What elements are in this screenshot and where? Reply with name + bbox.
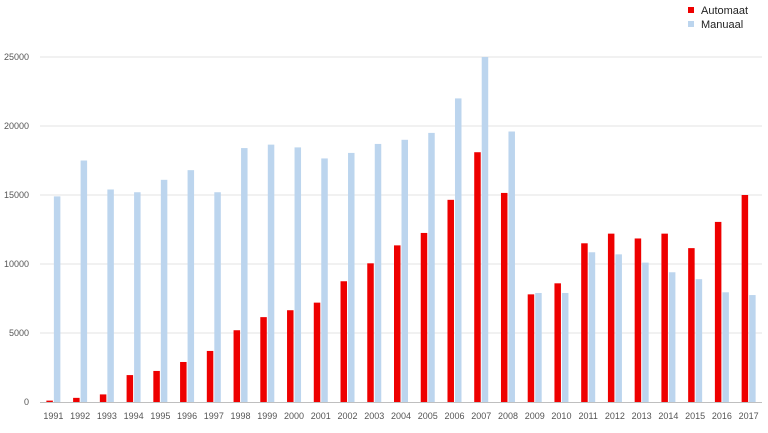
bar-automaat-2002 bbox=[340, 281, 348, 402]
gridlines bbox=[40, 56, 762, 334]
bar-manuaal-1996 bbox=[187, 170, 195, 402]
y-tick-label-20000: 20000 bbox=[4, 121, 29, 131]
x-tick-label-2016: 2016 bbox=[712, 411, 732, 421]
bar-manuaal-1998 bbox=[241, 148, 248, 402]
x-tick-label-2009: 2009 bbox=[525, 411, 545, 421]
bars bbox=[46, 57, 756, 403]
bar-manuaal-2007 bbox=[481, 57, 489, 402]
bar-automaat-2009 bbox=[527, 294, 535, 402]
legend-swatch-manuaal bbox=[688, 21, 694, 27]
bar-manuaal-2010 bbox=[561, 292, 569, 402]
bar-automaat-2010 bbox=[554, 283, 561, 402]
x-tick-label-2002: 2002 bbox=[338, 411, 358, 421]
x-tick-label-2012: 2012 bbox=[605, 411, 625, 421]
x-tick-label-2007: 2007 bbox=[471, 411, 491, 421]
bar-automaat-2004 bbox=[394, 245, 401, 402]
bar-manuaal-2001 bbox=[321, 158, 328, 402]
y-tick-label-0: 0 bbox=[24, 397, 29, 407]
bar-manuaal-2011 bbox=[588, 252, 596, 402]
bar-manuaal-2002 bbox=[348, 152, 355, 402]
legend-label-automaat: Automaat bbox=[701, 5, 748, 17]
bar-automaat-2017 bbox=[741, 195, 749, 402]
bar-manuaal-2016 bbox=[722, 292, 729, 402]
bar-automaat-2006 bbox=[447, 199, 454, 402]
x-tick-label-2005: 2005 bbox=[418, 411, 438, 421]
bar-automaat-1992 bbox=[73, 397, 80, 402]
bar-automaat-2014 bbox=[661, 233, 668, 402]
bar-automaat-1991 bbox=[46, 400, 53, 402]
bar-manuaal-2009 bbox=[535, 292, 542, 402]
x-tick-label-2000: 2000 bbox=[284, 411, 304, 421]
legend: Automaat Manuaal bbox=[688, 5, 748, 31]
bar-automaat-2000 bbox=[287, 310, 294, 402]
bar-automaat-2013 bbox=[634, 238, 642, 402]
bar-automaat-2011 bbox=[581, 243, 588, 402]
x-tick-label-2004: 2004 bbox=[391, 411, 411, 421]
bar-manuaal-2014 bbox=[668, 272, 676, 402]
bar-automaat-1996 bbox=[180, 361, 187, 402]
bar-automaat-2008 bbox=[500, 192, 508, 402]
x-tick-label-2001: 2001 bbox=[311, 411, 331, 421]
bar-automaat-1993 bbox=[99, 394, 107, 402]
y-tick-label-5000: 5000 bbox=[9, 328, 29, 338]
bar-manuaal-1993 bbox=[107, 189, 114, 402]
x-tick-label-2013: 2013 bbox=[632, 411, 652, 421]
bar-automaat-1999 bbox=[260, 317, 267, 402]
x-tick-label-2010: 2010 bbox=[551, 411, 571, 421]
bar-automaat-1998 bbox=[233, 330, 241, 402]
legend-label-manuaal: Manuaal bbox=[701, 19, 743, 31]
x-tick-label-2008: 2008 bbox=[498, 411, 518, 421]
bar-manuaal-2013 bbox=[642, 262, 649, 402]
x-tick-label-1997: 1997 bbox=[204, 411, 224, 421]
x-tick-label-1993: 1993 bbox=[97, 411, 117, 421]
bar-manuaal-1994 bbox=[134, 192, 141, 402]
bar-manuaal-2006 bbox=[454, 98, 462, 403]
bar-automaat-2016 bbox=[714, 221, 722, 402]
bar-manuaal-1991 bbox=[53, 196, 61, 402]
bar-automaat-2001 bbox=[313, 302, 321, 402]
x-tick-label-2017: 2017 bbox=[739, 411, 759, 421]
x-tick-label-2003: 2003 bbox=[364, 411, 384, 421]
bar-manuaal-1997 bbox=[214, 192, 221, 402]
y-tick-label-10000: 10000 bbox=[4, 259, 29, 269]
bar-manuaal-2000 bbox=[294, 147, 302, 402]
x-tick-label-1999: 1999 bbox=[257, 411, 277, 421]
x-tick-label-1994: 1994 bbox=[124, 411, 144, 421]
bar-manuaal-1995 bbox=[160, 179, 168, 402]
x-tick-label-2011: 2011 bbox=[579, 411, 598, 421]
bar-manuaal-2017 bbox=[749, 295, 756, 402]
bar-manuaal-1999 bbox=[267, 144, 275, 402]
bar-manuaal-2008 bbox=[508, 131, 515, 402]
x-axis-ticks: 1991 1992 1993 1994 1995 1996 1997 1998 1999 2000… bbox=[43, 411, 758, 421]
bar-manuaal-2012 bbox=[615, 254, 622, 402]
bar-automaat-1994 bbox=[126, 375, 134, 402]
x-tick-label-1992: 1992 bbox=[70, 411, 90, 421]
bar-automaat-2005 bbox=[420, 232, 428, 402]
x-tick-label-1998: 1998 bbox=[231, 411, 251, 421]
x-tick-label-1996: 1996 bbox=[177, 411, 197, 421]
bar-automaat-1995 bbox=[153, 370, 160, 402]
bar-automaat-2003 bbox=[367, 263, 374, 402]
bar-automaat-1997 bbox=[206, 350, 214, 402]
bar-automaat-2012 bbox=[607, 233, 615, 402]
x-tick-label-2015: 2015 bbox=[685, 411, 705, 421]
x-tick-label-2014: 2014 bbox=[658, 411, 678, 421]
bar-manuaal-1992 bbox=[80, 160, 88, 402]
bar-manuaal-2003 bbox=[374, 143, 382, 402]
bar-automaat-2015 bbox=[688, 248, 695, 402]
y-axis-ticks: 0 5000 10000 15000 20000 25000 bbox=[4, 52, 29, 407]
y-tick-label-25000: 25000 bbox=[4, 52, 29, 62]
x-tick-label-1991: 1991 bbox=[43, 411, 63, 421]
legend-swatch-automaat bbox=[688, 7, 694, 13]
bar-manuaal-2015 bbox=[695, 279, 703, 402]
x-tick-label-2006: 2006 bbox=[444, 411, 464, 421]
bar-manuaal-2005 bbox=[428, 132, 435, 402]
y-tick-label-15000: 15000 bbox=[4, 190, 29, 200]
bar-manuaal-2004 bbox=[401, 139, 408, 403]
bar-automaat-2007 bbox=[474, 152, 481, 402]
x-tick-label-1995: 1995 bbox=[150, 411, 170, 421]
